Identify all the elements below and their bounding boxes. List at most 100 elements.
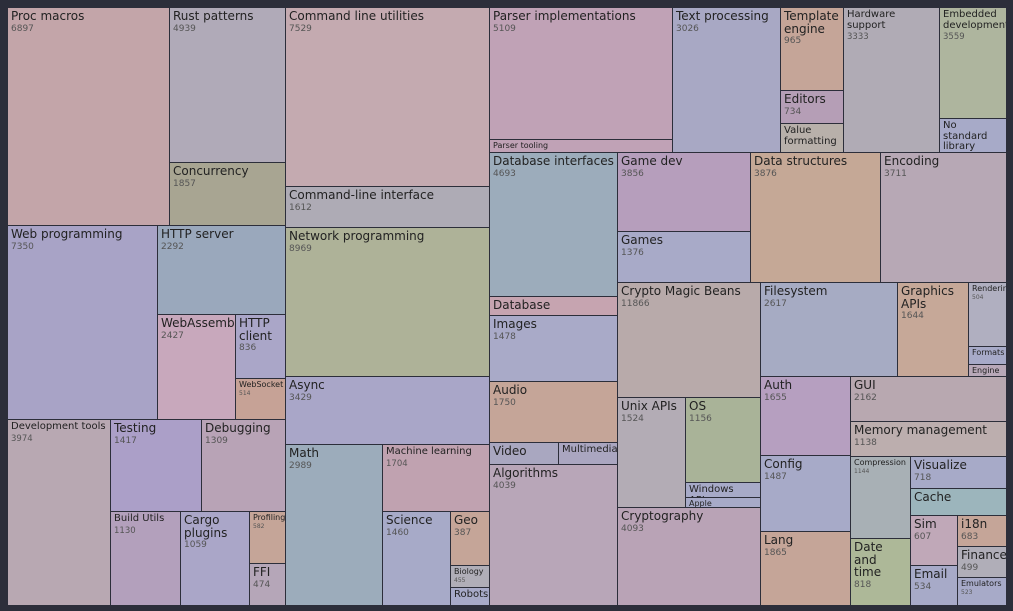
- tile-value: 607: [914, 531, 932, 542]
- tile: HTTP client 836: [235, 314, 286, 379]
- tile-value: 1612: [289, 202, 312, 213]
- tile: Geo 387: [450, 511, 490, 566]
- tile: Audio 1750: [489, 381, 618, 443]
- tile-name: Video: [493, 444, 527, 458]
- tile: Finance 499: [957, 546, 1007, 578]
- tile: Robots: [450, 587, 490, 606]
- tile-name: Cache: [914, 490, 952, 504]
- tile-value: 3429: [289, 392, 312, 403]
- tile-name: Parser implementations: [493, 9, 636, 23]
- tile-name: Config: [764, 457, 803, 471]
- tile-value: 582: [253, 523, 265, 531]
- tile: Cryptography 4093: [617, 507, 761, 606]
- tile-name: Formats: [972, 348, 1005, 357]
- tile: Development tools 3974: [7, 419, 111, 606]
- tile: Games 1376: [617, 231, 751, 283]
- tile: Math 2989: [285, 444, 383, 606]
- tile-name: Graphics APIs: [901, 284, 954, 311]
- tile-value: 1144: [854, 468, 870, 476]
- tile-name: Embedded development: [943, 9, 1007, 31]
- tile-value: 683: [961, 531, 979, 542]
- tile: HTTP server 2292: [157, 225, 286, 315]
- tile: Concurrency 1857: [169, 162, 286, 226]
- tile: Graphics APIs 1644: [897, 282, 969, 377]
- tile: Value formatting: [780, 123, 844, 153]
- tile-value: 4093: [621, 523, 644, 534]
- tile-name: Database interfaces: [493, 154, 614, 168]
- tile-name: Rust patterns: [173, 9, 254, 23]
- tile-name: i18n: [961, 517, 988, 531]
- tile-value: 455: [454, 577, 466, 585]
- tile: OS 1156: [685, 397, 761, 483]
- tile: FFI 474: [249, 563, 286, 606]
- tile: Parser tooling: [489, 139, 673, 153]
- tile-name: Crypto Magic Beans: [621, 284, 741, 298]
- tile-name: Parser tooling: [493, 141, 549, 150]
- tile-value: 1309: [205, 435, 228, 446]
- tile-value: 3876: [754, 168, 777, 179]
- tile: Web programming 7350: [7, 225, 158, 420]
- tile: Command line utilities 7529: [285, 7, 490, 187]
- tile: Crypto Magic Beans 11866: [617, 282, 761, 398]
- tile-name: Command line utilities: [289, 9, 424, 23]
- tile: Data structures 3876: [750, 152, 881, 283]
- tile: GUI 2162: [850, 376, 1007, 422]
- tile: Email 534: [910, 565, 958, 606]
- tile-name: Network programming: [289, 229, 425, 243]
- tile-name: Geo: [454, 513, 479, 527]
- tile-name: Web programming: [11, 227, 123, 241]
- tile-value: 965: [784, 36, 802, 47]
- tile-name: Biology: [454, 567, 484, 576]
- tile-name: Development tools: [11, 421, 106, 432]
- tile-name: Visualize: [914, 458, 967, 472]
- tile-value: 2427: [161, 330, 184, 341]
- tile-name: WebSocket: [239, 380, 284, 389]
- tile-name: Memory management: [854, 423, 988, 437]
- tile: Testing 1417: [110, 419, 202, 512]
- tile-name: Games: [621, 233, 663, 247]
- tile-name: Data structures: [754, 154, 848, 168]
- tile-value: 1130: [114, 525, 136, 536]
- tile-name: No standard library: [943, 120, 988, 152]
- tile-value: 387: [454, 527, 472, 538]
- tile-value: 3974: [11, 433, 33, 444]
- tile-value: 534: [914, 581, 932, 592]
- tile-value: 1460: [386, 527, 409, 538]
- tile-value: 11866: [621, 298, 650, 309]
- tile: Windows APIs: [685, 482, 761, 498]
- tile: Auth 1655: [760, 376, 851, 456]
- tile-name: Encoding: [884, 154, 940, 168]
- tile-value: 499: [961, 562, 979, 573]
- tile: Command-line interface 1612: [285, 186, 490, 228]
- tile: Sim 607: [910, 515, 958, 566]
- tile-name: Compression: [854, 458, 906, 467]
- tile-name: Cargo plugins: [184, 513, 228, 540]
- tile: Template engine 965: [780, 7, 844, 91]
- tile-name: Cryptography: [621, 509, 704, 523]
- tile: Database interfaces 4693: [489, 152, 618, 297]
- tile-name: Math: [289, 446, 320, 460]
- tile-value: 1478: [493, 331, 516, 342]
- tile-value: 3333: [847, 32, 869, 42]
- tile: Text processing 3026: [672, 7, 781, 153]
- tile: Cache: [910, 488, 1007, 516]
- tile-name: Science: [386, 513, 433, 527]
- tile-value: 7350: [11, 241, 34, 252]
- tile: Unix APIs 1524: [617, 397, 686, 508]
- tile-name: Date and time: [854, 540, 883, 580]
- tile-value: 1655: [764, 392, 787, 403]
- tile-value: 1865: [764, 547, 787, 558]
- tile: Lang 1865: [760, 531, 851, 606]
- tile-value: 2162: [854, 392, 877, 403]
- tile-name: Algorithms: [493, 466, 559, 480]
- tile-value: 3026: [676, 23, 699, 34]
- tile: Debugging 1309: [201, 419, 286, 512]
- tile-name: Rendering: [972, 284, 1006, 293]
- tile-value: 1487: [764, 471, 787, 482]
- tile: Algorithms 4039: [489, 464, 618, 606]
- tile-name: Value formatting: [784, 125, 837, 147]
- tile-value: 7529: [289, 23, 312, 34]
- tile-name: Engine: [972, 366, 1000, 375]
- tile-value: 718: [914, 472, 932, 483]
